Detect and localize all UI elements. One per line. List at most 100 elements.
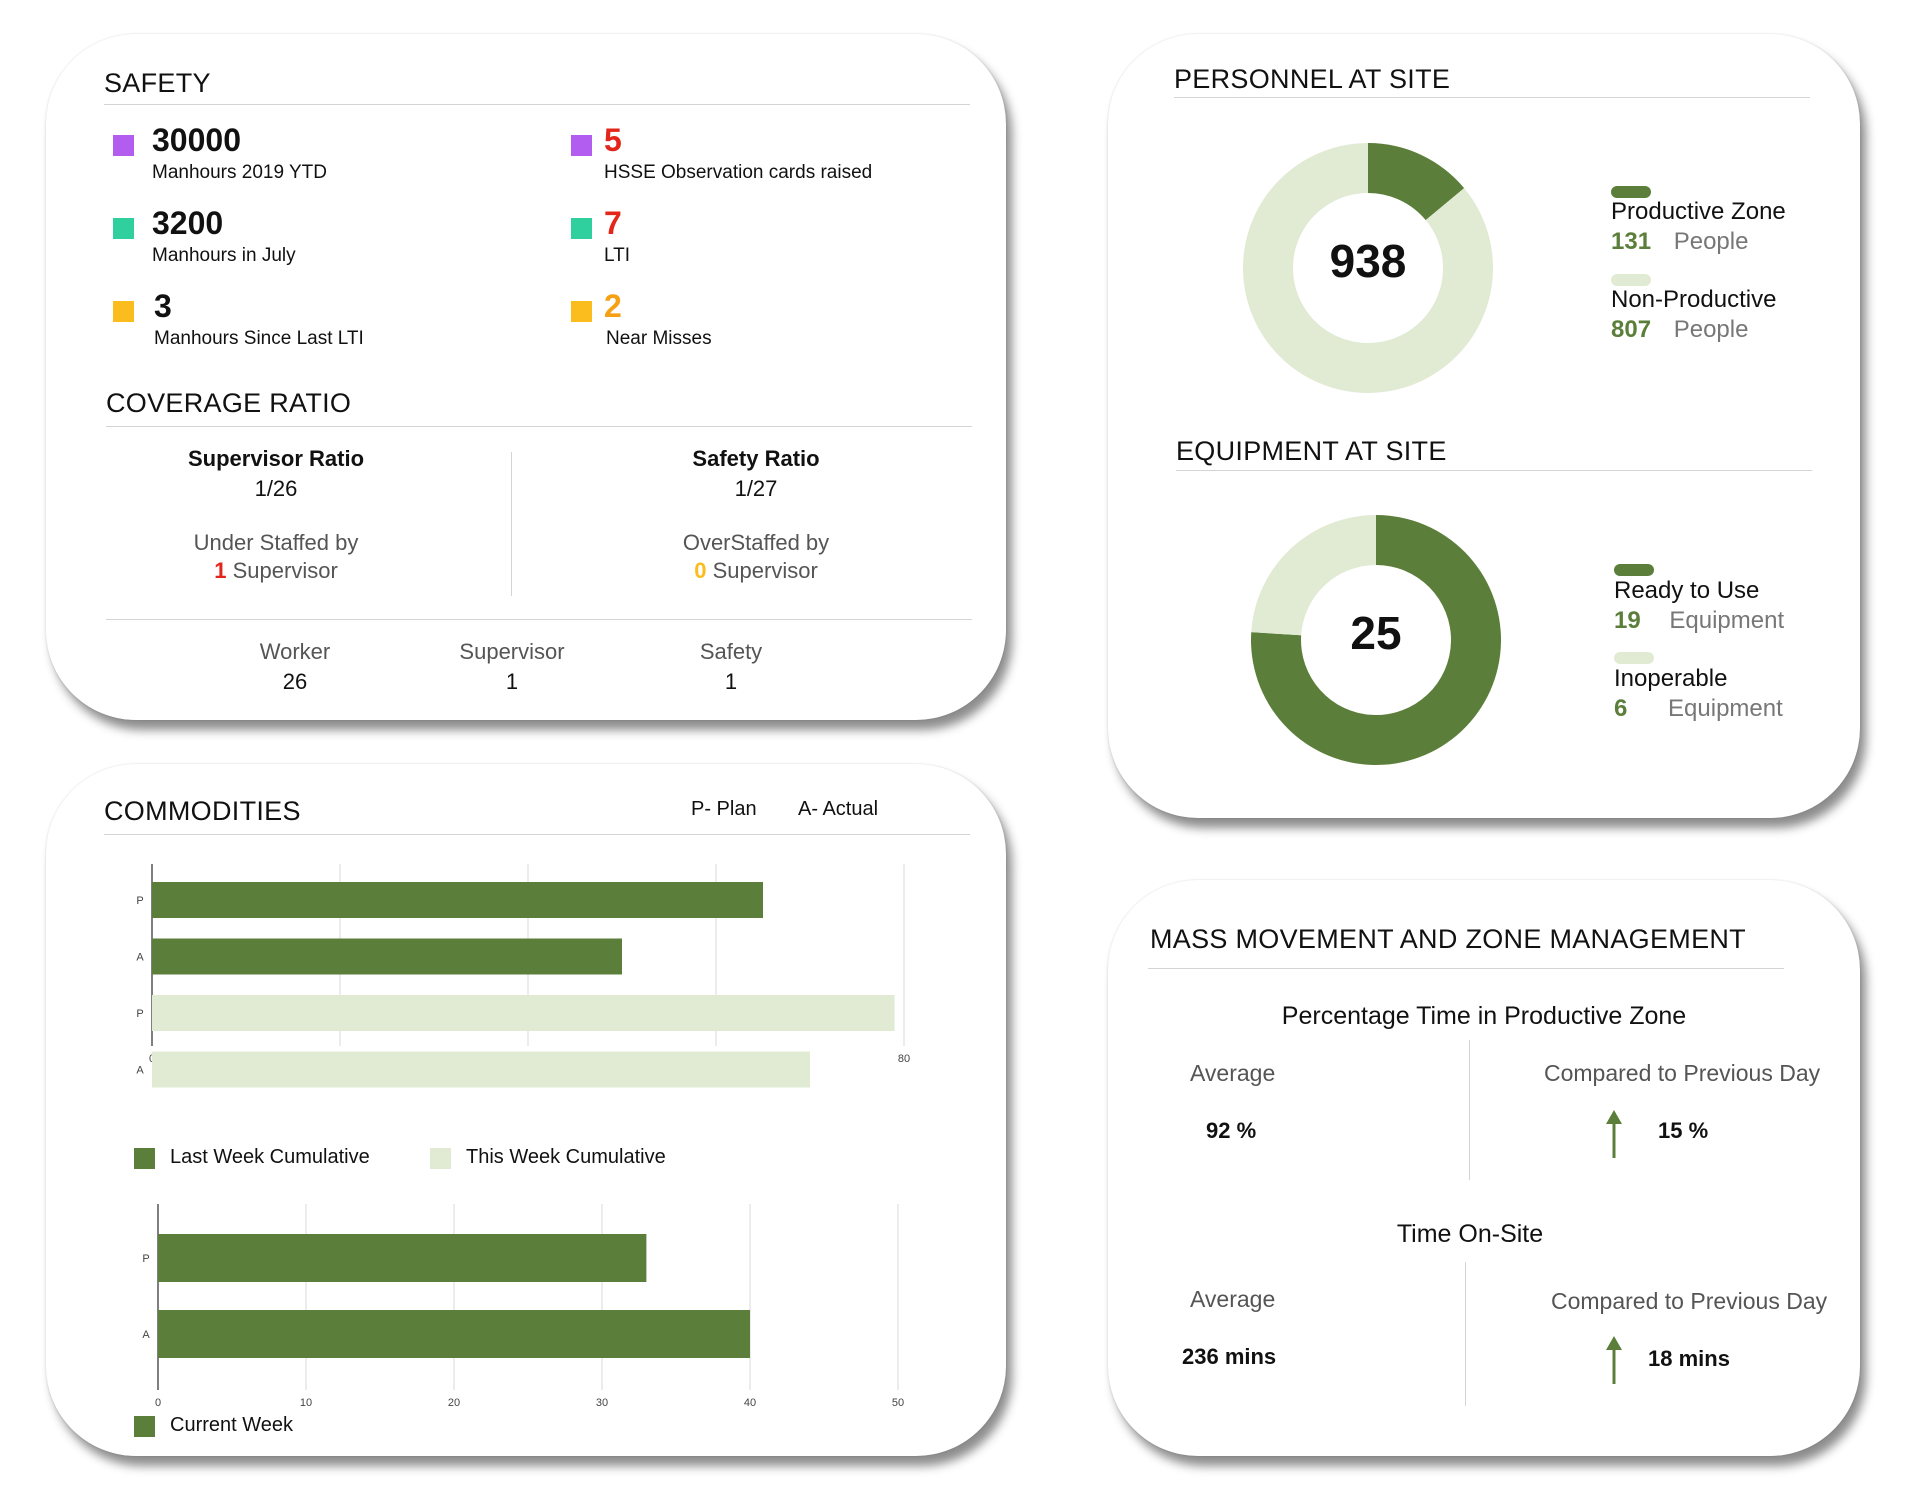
legend-non-productive-label: Non-Productive bbox=[1611, 286, 1777, 313]
safety-item-label: Near Misses bbox=[606, 328, 712, 349]
productive-avg-value: 92 % bbox=[1206, 1118, 1257, 1143]
productive-cmp-value: 15 % bbox=[1658, 1118, 1709, 1143]
commodities-cumulative-chart: 020406080PAPA bbox=[136, 864, 910, 1088]
safety-item-label: HSSE Observation cards raised bbox=[604, 162, 873, 183]
count-label: Worker bbox=[259, 639, 331, 664]
legend-inoperable-value: 6 Equipment bbox=[1614, 695, 1783, 723]
safety-item-label: LTI bbox=[604, 245, 631, 266]
count-label: Safety bbox=[699, 639, 763, 664]
count-value: 26 bbox=[282, 669, 308, 694]
mass-movement-title: MASS MOVEMENT AND ZONE MANAGEMENT bbox=[1150, 924, 1746, 954]
safety-ratio-value: 1/27 bbox=[734, 476, 778, 501]
legend-swatch-this-week bbox=[430, 1148, 451, 1169]
safety-overstaff-count: 0 bbox=[694, 558, 707, 583]
legend-ready-value: 19 Equipment bbox=[1614, 607, 1784, 635]
supervisor-shortfall-count: 1 bbox=[214, 558, 227, 583]
supervisor-shortfall: 1 Supervisor bbox=[106, 558, 446, 584]
safety-item-value: 2 bbox=[604, 288, 622, 324]
divider bbox=[1148, 968, 1784, 969]
arrow-up-icon bbox=[1606, 1336, 1622, 1384]
equipment-donut bbox=[1251, 515, 1501, 765]
x-tick-label: 0 bbox=[155, 1397, 161, 1409]
legend-swatch-inoperable bbox=[1614, 652, 1654, 664]
productive-avg-label: Average bbox=[1190, 1060, 1276, 1086]
safety-item-value: 30000 bbox=[152, 122, 241, 158]
supervisor-status: Under Staffed by bbox=[193, 530, 359, 555]
personnel-title: PERSONNEL AT SITE bbox=[1174, 64, 1451, 94]
bar bbox=[152, 1051, 810, 1088]
commodities-current-chart: 0 10 20 30 40 50 P A bbox=[142, 1204, 904, 1409]
x-tick-label: 50 bbox=[892, 1397, 904, 1409]
safety-item-swatch bbox=[113, 135, 134, 156]
count-label: Supervisor bbox=[459, 639, 565, 664]
productive-cmp-label: Compared to Previous Day bbox=[1544, 1060, 1821, 1086]
x-tick-label: 40 bbox=[744, 1397, 756, 1409]
vertical-divider bbox=[1465, 1262, 1466, 1406]
safety-item-value: 5 bbox=[604, 122, 622, 158]
count-value: 1 bbox=[724, 669, 738, 694]
legend-productive-value: 131 People bbox=[1611, 228, 1748, 256]
safety-item-value: 7 bbox=[604, 205, 622, 241]
legend-non-productive-value: 807 People bbox=[1611, 316, 1748, 344]
legend-ready-label: Ready to Use bbox=[1614, 577, 1760, 604]
legend-last-week: Last Week Cumulative bbox=[170, 1146, 370, 1168]
donut-slice bbox=[1368, 143, 1465, 221]
count-value: 1 bbox=[505, 669, 519, 694]
supervisor-shortfall-unit: Supervisor bbox=[232, 558, 338, 583]
arrow-up-icon bbox=[1606, 1110, 1622, 1158]
x-tick-label: 10 bbox=[300, 1397, 312, 1409]
commodities-card: COMMODITIES P- Plan A- Actual 020406080P… bbox=[46, 764, 1006, 1456]
category-label: P bbox=[136, 895, 143, 907]
safety-overstaff-unit: Supervisor bbox=[712, 558, 818, 583]
legend-unit: People bbox=[1673, 316, 1749, 343]
legend-inoperable-label: Inoperable bbox=[1614, 665, 1728, 692]
count-worker: Worker 26 bbox=[220, 639, 370, 695]
legend-swatch-ready bbox=[1614, 564, 1654, 576]
category-label: A bbox=[142, 1329, 150, 1341]
onsite-avg-label: Average bbox=[1190, 1286, 1276, 1312]
safety-item-label: Manhours 2019 YTD bbox=[152, 162, 327, 183]
category-label: A bbox=[136, 952, 144, 964]
bar bbox=[158, 1310, 750, 1358]
supervisor-ratio-value: 1/26 bbox=[254, 476, 298, 501]
onsite-cmp-value: 18 mins bbox=[1648, 1346, 1730, 1371]
legend-swatch-last-week bbox=[134, 1148, 155, 1169]
legend-unit: Equipment bbox=[1668, 695, 1783, 722]
site-card: PERSONNEL AT SITE 938 Productive Zone 13… bbox=[1108, 34, 1860, 818]
safety-item-swatch bbox=[571, 135, 592, 156]
safety-ratio-block: Safety Ratio 1/27 OverStaffed by 0 Super… bbox=[586, 446, 926, 584]
safety-status: OverStaffed by bbox=[682, 530, 830, 555]
safety-item-swatch bbox=[113, 301, 134, 322]
legend-value: 6 bbox=[1614, 695, 1628, 722]
vertical-divider bbox=[1469, 1040, 1470, 1180]
legend-value: 807 bbox=[1611, 316, 1652, 343]
x-tick-label: 30 bbox=[596, 1397, 608, 1409]
donut-slice bbox=[1243, 143, 1493, 393]
safety-item-label: Manhours in July bbox=[152, 245, 296, 266]
onsite-heading: Time On-Site bbox=[1396, 1220, 1544, 1248]
legend-this-week: This Week Cumulative bbox=[466, 1146, 666, 1168]
safety-item-swatch bbox=[113, 218, 134, 239]
divider bbox=[1176, 470, 1812, 471]
safety-item-value: 3 bbox=[154, 288, 172, 324]
category-label: P bbox=[142, 1253, 149, 1265]
personnel-total: 938 bbox=[1329, 235, 1407, 287]
legend-unit: Equipment bbox=[1669, 607, 1785, 634]
category-label: P bbox=[136, 1008, 143, 1020]
legend-value: 131 bbox=[1611, 228, 1652, 255]
safety-item-value: 3200 bbox=[152, 205, 224, 241]
divider bbox=[106, 426, 972, 427]
bar bbox=[158, 1234, 647, 1282]
legend-value: 19 bbox=[1614, 607, 1641, 634]
supervisor-ratio-heading: Supervisor Ratio bbox=[187, 446, 365, 471]
legend-productive-label: Productive Zone bbox=[1611, 198, 1786, 225]
legend-unit: People bbox=[1673, 228, 1749, 255]
supervisor-ratio-block: Supervisor Ratio 1/26 Under Staffed by 1… bbox=[106, 446, 446, 584]
legend-swatch-productive bbox=[1611, 186, 1651, 198]
coverage-title: COVERAGE RATIO bbox=[106, 388, 352, 418]
onsite-avg-value: 236 mins bbox=[1182, 1344, 1277, 1369]
productive-heading: Percentage Time in Productive Zone bbox=[1281, 1002, 1687, 1030]
divider bbox=[106, 619, 972, 620]
safety-item-label: Manhours Since Last LTI bbox=[154, 328, 364, 349]
bar bbox=[152, 938, 622, 975]
